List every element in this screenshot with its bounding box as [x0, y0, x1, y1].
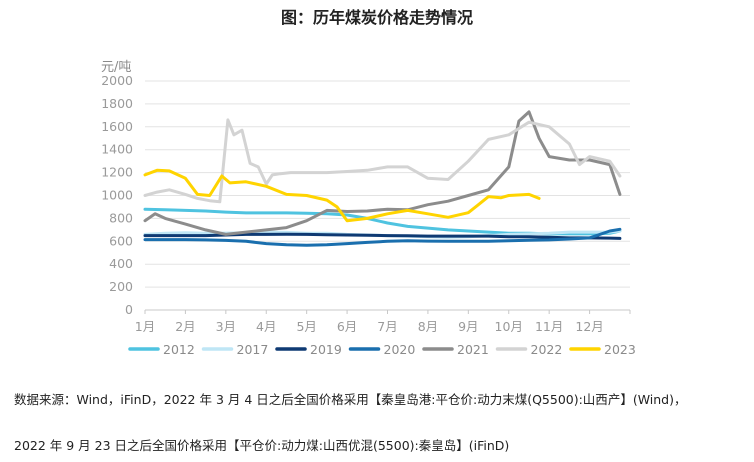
line-chart: 0 200 400 600 800 1000 1200 1400 1600 1800 2000元/吨… — [101, 60, 636, 357]
x-tick-label: 12月 — [575, 319, 603, 334]
series-line-2021 — [143, 110, 622, 236]
x-tick-label: 9月 — [458, 319, 478, 334]
x-tick-label: 5月 — [296, 319, 316, 334]
y-tick-label: 200 — [109, 279, 133, 294]
legend: 2012 2017 2019 2020 2021 2022 2023 — [128, 342, 636, 357]
y-tick-label: 1000 — [101, 188, 133, 203]
legend-label-2012: 2012 — [163, 342, 195, 357]
y-tick-label: 0 — [125, 302, 133, 317]
y-axis-unit-label: 元/吨 — [101, 60, 131, 75]
series-line-2023 — [143, 168, 541, 223]
y-tick-label: 800 — [109, 210, 133, 225]
x-tick-label: 3月 — [216, 319, 236, 334]
series-line-2012 — [143, 207, 622, 236]
legend-label-2020: 2020 — [384, 342, 416, 357]
legend-label-2022: 2022 — [531, 342, 563, 357]
grid-lines — [145, 80, 630, 311]
x-tick-label: 11月 — [535, 319, 563, 334]
x-tick-label: 10月 — [495, 319, 523, 334]
legend-label-2021: 2021 — [457, 342, 489, 357]
source-note-line-2: 2022 年 9 月 23 日之后全国价格采用【平仓价:动力煤:山西优混(550… — [14, 438, 510, 453]
chart-title: 图：历年煤炭价格走势情况 — [280, 8, 473, 27]
legend-label-2019: 2019 — [310, 342, 342, 357]
legend-label-2023: 2023 — [604, 342, 636, 357]
x-tick-label: 4月 — [256, 319, 276, 334]
x-tick-label: 7月 — [377, 319, 397, 334]
y-tick-label: 2000 — [101, 73, 133, 88]
series-line-2022 — [143, 118, 622, 204]
y-tick-label: 1800 — [101, 96, 133, 111]
x-tick-label: 2月 — [175, 319, 195, 334]
series-lines — [143, 110, 622, 247]
y-tick-label: 1400 — [101, 142, 133, 157]
x-tick-label: 6月 — [337, 319, 357, 334]
x-tick-label: 8月 — [418, 319, 438, 334]
series-line-2020 — [143, 227, 622, 247]
y-tick-label: 1600 — [101, 119, 133, 134]
x-axis: 1月 2月 3月 4月 5月 6月 7月 8月 9月 10月 11月 12月 — [135, 309, 631, 334]
y-tick-label: 600 — [109, 233, 133, 248]
source-note-line-1: 数据来源：Wind，iFinD，2022 年 3 月 4 日之后全国价格采用【秦… — [14, 392, 687, 407]
x-tick-label: 1月 — [135, 319, 155, 334]
legend-label-2017: 2017 — [237, 342, 269, 357]
y-tick-label: 1200 — [101, 165, 133, 180]
y-tick-label: 400 — [109, 256, 133, 271]
